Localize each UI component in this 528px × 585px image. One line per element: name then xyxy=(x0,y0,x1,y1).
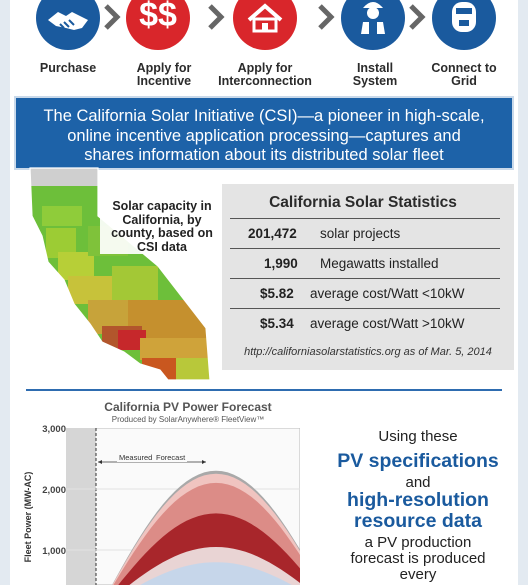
step-label-purchase: Purchase xyxy=(39,61,97,75)
measured-region xyxy=(66,428,96,585)
step-label-apply-interconnection: Apply for Interconnection xyxy=(218,61,312,88)
chevron-right-icon xyxy=(318,4,335,30)
stat-label: average cost/Watt >10kW xyxy=(310,316,465,331)
handshake-icon xyxy=(36,0,100,50)
chevron-right-icon xyxy=(409,4,426,30)
y-tick-label: 1,000 xyxy=(42,546,66,557)
stats-title: California Solar Statistics xyxy=(269,194,457,211)
house-icon xyxy=(233,0,297,50)
stat-row: $5.34 average cost/Watt >10kW xyxy=(230,308,500,331)
step-label-apply-incentive: Apply for Incentive xyxy=(136,61,192,88)
chevron-right-icon xyxy=(208,4,225,30)
csi-banner: The California Solar Initiative (CSI)—a … xyxy=(16,98,512,168)
measured-label: Measured xyxy=(117,453,155,462)
stats-source: http://californiasolarstatistics.org as … xyxy=(244,346,492,358)
stat-value: $5.34 xyxy=(260,316,294,331)
banner-text: The California Solar Initiative (CSI)—a … xyxy=(43,107,485,164)
right-text-line: Using these xyxy=(378,428,458,445)
right-text-highlight: PV specifications xyxy=(337,450,499,472)
step-label-install-system: Install System xyxy=(352,61,398,88)
statistics-panel: California Solar Statistics 201,472 sola… xyxy=(222,184,514,370)
right-text-line: forecast is produced xyxy=(350,550,486,567)
installer-worker-icon xyxy=(341,0,405,50)
forecast-subtitle: Produced by SolarAnywhere® FleetView™ xyxy=(111,415,265,424)
right-border xyxy=(518,0,528,585)
y-tick-label: 3,000 xyxy=(42,424,66,435)
stat-label: average cost/Watt <10kW xyxy=(310,286,465,301)
left-border xyxy=(0,0,10,585)
forecast-title: California PV Power Forecast xyxy=(104,400,272,414)
dollar-sign-icon: $$ xyxy=(126,0,190,50)
right-text-highlight: high-resolution xyxy=(347,489,489,511)
forecast-label: Forecast xyxy=(154,453,188,462)
stat-row: $5.82 average cost/Watt <10kW xyxy=(230,278,500,301)
stat-value: 1,990 xyxy=(264,256,298,271)
stat-label: solar projects xyxy=(320,226,401,241)
svg-text:$$: $$ xyxy=(139,0,177,34)
stat-row: 201,472 solar projects xyxy=(230,218,500,241)
stat-value: $5.82 xyxy=(260,286,294,301)
right-text-line: and xyxy=(405,474,431,491)
y-tick-label: 2,000 xyxy=(42,485,66,496)
right-text-line: a PV production xyxy=(364,534,472,551)
forecast-band-5 xyxy=(140,562,292,585)
stat-label: Megawatts installed xyxy=(320,256,439,271)
stat-value: 201,472 xyxy=(248,226,297,241)
electric-meter-icon xyxy=(432,0,496,50)
forecast-chart xyxy=(66,428,300,585)
map-caption: Solar capacity in California, by county,… xyxy=(100,199,224,254)
chevron-right-icon xyxy=(104,4,121,30)
right-text-line: every xyxy=(399,566,437,583)
stat-row: 1,990 Megawatts installed xyxy=(230,248,500,271)
right-text-highlight: resource data xyxy=(354,510,482,532)
section-divider xyxy=(26,389,502,391)
forecast-bands xyxy=(112,470,300,585)
step-label-connect-grid: Connect to Grid xyxy=(431,61,497,88)
california-county-map xyxy=(29,167,211,381)
